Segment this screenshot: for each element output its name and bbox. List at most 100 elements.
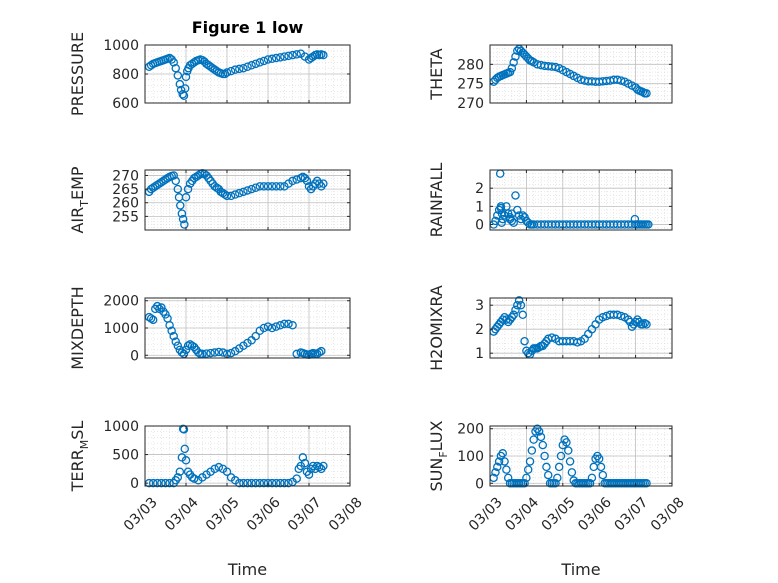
data-point <box>493 462 502 472</box>
data-point <box>314 462 324 472</box>
y-tick-label: 0 <box>475 218 484 234</box>
x-tick-label: 03/08 <box>648 494 688 534</box>
data-point <box>222 467 232 476</box>
data-point <box>247 184 256 194</box>
data-point <box>573 338 582 347</box>
panel-0: 600 800 1000 PRESSURE Figure 1 low <box>68 18 351 116</box>
y-tick-label: 1000 <box>103 321 139 337</box>
x-tick-label: 03/03 <box>121 494 161 534</box>
data-point <box>235 188 244 198</box>
y-tick-label: 100 <box>457 449 484 465</box>
data-point <box>255 58 265 67</box>
data-point <box>317 346 326 356</box>
data-point <box>263 55 273 64</box>
y-tick-label: 1000 <box>103 38 139 54</box>
data-point <box>226 348 236 358</box>
data-point <box>302 176 312 186</box>
data-point <box>255 182 265 191</box>
data-point <box>226 191 236 201</box>
data-point <box>644 220 653 229</box>
data-point <box>319 179 328 188</box>
label-subscript: M <box>78 440 91 450</box>
data-point <box>210 348 219 357</box>
data-point <box>523 465 533 474</box>
data-point <box>165 321 174 330</box>
data-point <box>616 311 626 321</box>
data-point <box>562 438 571 447</box>
data-point <box>520 479 529 488</box>
data-point <box>271 53 281 63</box>
data-point <box>502 315 511 324</box>
y-tick-label: 1 <box>475 346 484 362</box>
data-point <box>556 451 566 461</box>
data-point <box>613 310 622 320</box>
x-axis-label: Time <box>560 560 600 579</box>
label-subscript: T <box>78 200 91 208</box>
x-axis-label: Time <box>227 560 267 579</box>
panel-5: 1 2 3 H2OMIXRA <box>427 285 673 371</box>
y-tick-label: 0 <box>130 476 139 492</box>
data-point <box>194 348 203 357</box>
panel-1: 270 275 280 THETA <box>427 44 673 112</box>
y-tick-label: 260 <box>112 196 139 212</box>
data-point <box>587 473 597 483</box>
data-point <box>498 449 507 458</box>
x-tick-label: 03/08 <box>326 494 366 534</box>
data-point <box>173 71 183 80</box>
data-point <box>251 59 260 69</box>
data-point <box>565 457 575 466</box>
data-point <box>496 203 506 213</box>
data-point <box>288 321 297 330</box>
panel-4: 0 1000 2000 MIXDEPTH <box>68 286 351 370</box>
data-point <box>276 321 285 330</box>
data-point <box>239 187 248 197</box>
y-tick-label: 265 <box>112 182 139 198</box>
data-point <box>642 479 651 488</box>
y-axis-label: MIXDEPTH <box>68 286 87 369</box>
data-point <box>259 56 269 66</box>
data-point <box>520 336 529 346</box>
data-point <box>516 300 526 310</box>
y-axis-label: RAINFALL <box>427 163 446 238</box>
data-point <box>507 209 517 218</box>
data-point <box>181 345 191 355</box>
data-point <box>259 182 269 191</box>
y-tick-label: 0 <box>130 348 139 364</box>
label-subscript: F <box>437 451 450 457</box>
data-point <box>547 333 557 342</box>
data-point <box>247 478 256 488</box>
y-tick-label: 280 <box>457 57 484 73</box>
data-point <box>239 478 248 488</box>
y-axis-label: SUNFLUX <box>427 420 450 491</box>
y-axis-label: AIRTEMP <box>68 166 91 233</box>
data-point <box>284 319 293 329</box>
data-point <box>271 322 281 331</box>
data-point <box>511 191 520 200</box>
label-part: AIR <box>68 207 87 234</box>
axes-box <box>489 44 673 104</box>
y-tick-label: 270 <box>112 168 139 184</box>
x-tick-label: 03/06 <box>244 494 284 534</box>
data-point <box>146 314 156 323</box>
data-point <box>247 61 256 70</box>
data-point <box>542 462 551 472</box>
x-tick-label: 03/06 <box>575 494 615 534</box>
data-point <box>171 337 180 346</box>
data-point <box>518 310 528 320</box>
data-point <box>161 310 170 319</box>
data-point <box>226 66 236 76</box>
data-point <box>177 209 187 218</box>
label-part: TERR <box>68 449 87 492</box>
label-part: SUN <box>427 458 446 492</box>
data-point <box>514 296 524 305</box>
data-point <box>494 457 504 466</box>
axes-box <box>489 169 673 231</box>
y-axis-label: TERRMSL <box>68 421 91 493</box>
y-axis-label: PRESSURE <box>68 32 87 116</box>
data-point <box>235 478 244 488</box>
data-point <box>243 186 252 195</box>
data-point <box>153 478 162 488</box>
